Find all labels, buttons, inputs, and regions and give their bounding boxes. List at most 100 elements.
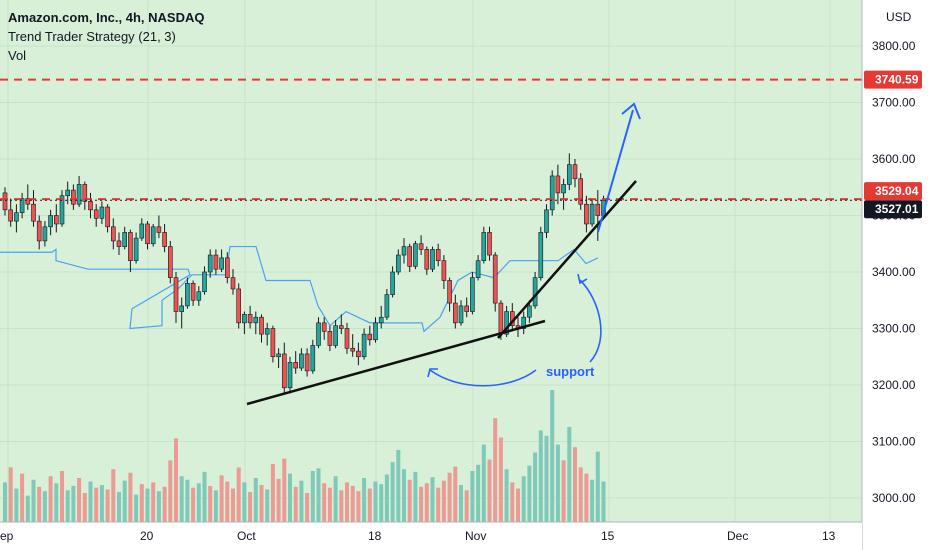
candle-body: [207, 254, 213, 273]
volume-bar: [384, 474, 389, 522]
volume-bar: [316, 468, 321, 522]
volume-bar: [60, 470, 64, 522]
candle-body: [31, 203, 36, 222]
volume-bar: [544, 435, 549, 522]
volume-bar: [350, 485, 355, 522]
volume-bar: [213, 490, 218, 522]
price-axis-panel[interactable]: [862, 0, 932, 550]
candle-body: [452, 302, 458, 324]
candle-body: [82, 184, 88, 202]
volume-bar: [333, 476, 338, 522]
volume-bar: [453, 466, 458, 522]
volume-bar: [225, 481, 230, 522]
volume-bar: [77, 478, 82, 522]
candle-body: [196, 291, 202, 301]
volume-bar: [595, 451, 600, 522]
volume-bar: [94, 487, 99, 522]
volume-bar: [362, 478, 367, 522]
support-trend-line[interactable]: [246, 319, 546, 406]
candle-body: [276, 353, 281, 358]
trend-trader-line: [0, 245, 599, 333]
volume-bar: [270, 463, 275, 522]
currency-label: USD: [886, 10, 912, 24]
volume-bar: [305, 492, 310, 522]
time-tick: 13: [822, 529, 836, 543]
last-price-badge: [864, 200, 922, 219]
symbol-title[interactable]: Amazon.com, Inc., 4h, NASDAQ: [8, 10, 205, 25]
volume-bar: [413, 471, 418, 522]
price-tick: 3200.00: [872, 378, 916, 392]
volume-bar: [493, 418, 498, 522]
resistance-price-badge: [864, 182, 922, 201]
candle-body: [481, 232, 487, 261]
price-tick: 3000.00: [872, 491, 916, 505]
price-levels: [0, 78, 862, 201]
price-tick: 3300.00: [872, 322, 916, 336]
candle-body: [88, 201, 93, 211]
volume-bar: [293, 486, 298, 522]
volume-bar: [265, 489, 270, 522]
candle-body: [361, 333, 367, 358]
volume-bar: [573, 447, 577, 522]
resistance-price-label: 3529.04: [875, 184, 919, 198]
candle-body: [447, 280, 452, 304]
candle-body: [111, 226, 116, 242]
time-axis-panel[interactable]: [0, 522, 862, 550]
volume-bar: [310, 470, 315, 522]
candle-body: [561, 184, 566, 194]
volume-bar: [367, 488, 372, 522]
candle-body: [14, 212, 19, 222]
volume-bar: [345, 482, 349, 522]
volume-bar: [105, 489, 110, 522]
volume-bar: [373, 481, 378, 522]
volume-bar: [476, 464, 481, 522]
candle-body: [333, 325, 338, 346]
candle-body: [589, 203, 595, 225]
volume-bar: [590, 479, 595, 522]
volume-title[interactable]: Vol: [8, 48, 27, 63]
volume-bar: [538, 430, 543, 522]
candle-body: [71, 189, 76, 205]
candle-body: [156, 226, 162, 233]
projection-arrow-shaft[interactable]: [597, 109, 634, 233]
candle-body: [492, 254, 498, 304]
last-price-label: 3527.01: [875, 202, 919, 216]
candle-body: [53, 215, 59, 225]
candle-body: [418, 243, 424, 250]
candle-body: [8, 209, 13, 222]
candle-body: [259, 316, 264, 335]
volume-bar: [282, 458, 287, 522]
volume-bar: [339, 490, 344, 522]
target-price-badge: [864, 70, 922, 89]
candle-body: [219, 257, 224, 270]
support-curve-right: [579, 279, 602, 363]
volume-bar: [48, 476, 53, 522]
candle-body: [578, 178, 584, 205]
volume-bar: [498, 437, 503, 522]
volume-bars: [3, 390, 606, 522]
volume-bar: [379, 484, 384, 522]
volume-bar: [487, 459, 492, 522]
candle-body: [327, 331, 333, 346]
volume-bar: [481, 444, 486, 522]
candle-body: [555, 175, 561, 194]
candle-body: [498, 302, 504, 335]
volume-bar: [134, 494, 139, 522]
candle-body: [179, 305, 184, 312]
volume-bar: [447, 472, 452, 522]
candle-body: [270, 328, 276, 358]
volume-bar: [65, 490, 70, 522]
time-tick: 18: [368, 529, 382, 543]
candle-body: [504, 311, 509, 335]
candle-body: [173, 277, 179, 312]
indicator-title[interactable]: Trend Trader Strategy (21, 3): [8, 29, 176, 44]
volume-bar: [117, 492, 121, 522]
rising-trend-line[interactable]: [497, 180, 637, 339]
support-annotation: support: [546, 364, 595, 379]
candle-body: [378, 316, 384, 324]
volume-bar: [3, 482, 7, 522]
volume-bar: [584, 473, 589, 522]
candle-body: [350, 347, 356, 352]
candle-body: [139, 223, 145, 239]
